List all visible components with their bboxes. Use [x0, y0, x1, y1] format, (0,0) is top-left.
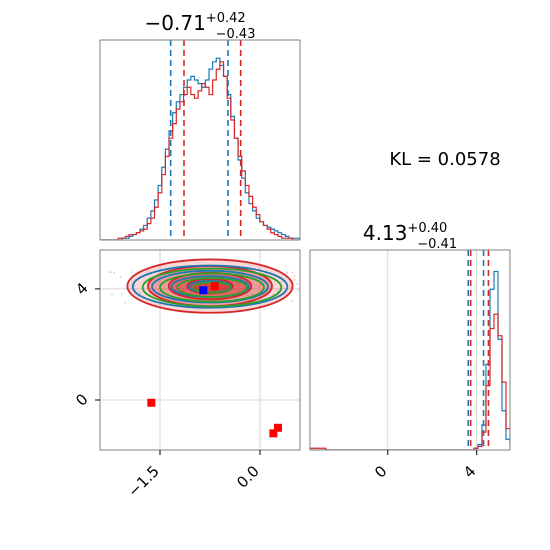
sample-point	[272, 293, 275, 296]
sample-point	[257, 285, 260, 288]
histogram-series-0	[310, 270, 510, 450]
sample-point	[250, 293, 253, 296]
sample-point	[235, 284, 238, 287]
panel-frame	[99, 249, 301, 451]
sample-point	[119, 276, 122, 279]
title-lower-error: −0.43	[216, 27, 256, 42]
sample-point	[286, 271, 288, 274]
sample-point	[276, 290, 279, 293]
contour-level-2-2	[176, 277, 248, 298]
sample-point	[260, 283, 262, 286]
panel-title-param-1: −0.71+0.42 −0.43	[145, 11, 256, 42]
sample-point	[281, 280, 284, 283]
contour-level-2-1	[159, 272, 265, 303]
sample-point	[241, 271, 244, 273]
sample-point	[235, 297, 238, 299]
blue-square-marker	[199, 286, 208, 295]
sample-point	[175, 288, 178, 291]
sample-point	[146, 269, 149, 272]
sample-point	[296, 283, 299, 286]
sample-point	[297, 288, 299, 291]
y-tick-label: 4	[72, 279, 91, 298]
sample-point	[183, 290, 186, 293]
sample-point	[190, 292, 193, 295]
sample-point	[293, 274, 296, 277]
marginal-histogram-param-1: −0.71+0.42 −0.43	[99, 11, 301, 241]
sample-point	[109, 271, 112, 274]
sample-point	[131, 271, 133, 274]
sample-point	[111, 293, 113, 296]
sample-point	[237, 282, 240, 285]
sample-point	[124, 301, 127, 304]
sample-point	[181, 287, 184, 290]
sample-point	[175, 284, 178, 286]
title-upper-error: +0.40	[407, 221, 447, 236]
histogram-series-0	[100, 57, 300, 240]
title-value: −0.71	[145, 11, 206, 35]
title-upper-error: +0.42	[206, 11, 246, 26]
title-value: 4.13	[363, 221, 408, 245]
x-tick-label: 4	[460, 462, 479, 481]
histogram-series-1	[100, 61, 300, 240]
red-square-marker	[274, 423, 282, 432]
histogram-series-1	[310, 313, 510, 450]
sample-point	[290, 300, 293, 302]
sample-point	[139, 291, 142, 294]
sample-point	[291, 271, 294, 274]
x-tick-label: 0.0	[233, 462, 263, 492]
sample-point	[113, 271, 116, 274]
red-square-marker	[210, 282, 219, 291]
x-tick-label: −1.5	[124, 462, 162, 500]
sample-point	[124, 288, 127, 291]
red-square-marker	[147, 398, 156, 407]
contour-level-1-0	[131, 264, 289, 309]
panel-frame	[309, 249, 511, 451]
sample-point	[120, 292, 123, 295]
sample-point	[254, 284, 257, 286]
red-square-marker	[269, 429, 278, 438]
y-tick-label: 0	[72, 390, 91, 409]
panel-title-param-2: 4.13+0.40 −0.41	[363, 221, 457, 252]
contour-level-2-0	[141, 267, 283, 308]
sample-point	[293, 278, 296, 281]
joint-contour-panel: −1.5 0.0 0 4	[72, 249, 301, 501]
x-tick-label: 0	[371, 462, 390, 481]
sample-point	[246, 293, 249, 296]
panel-frame	[99, 39, 301, 241]
title-lower-error: −0.41	[417, 237, 457, 252]
kl-divergence-annotation: KL = 0.0578	[389, 149, 500, 170]
marginal-histogram-param-2: 0 4 4.13+0.40 −0.41	[309, 221, 511, 482]
